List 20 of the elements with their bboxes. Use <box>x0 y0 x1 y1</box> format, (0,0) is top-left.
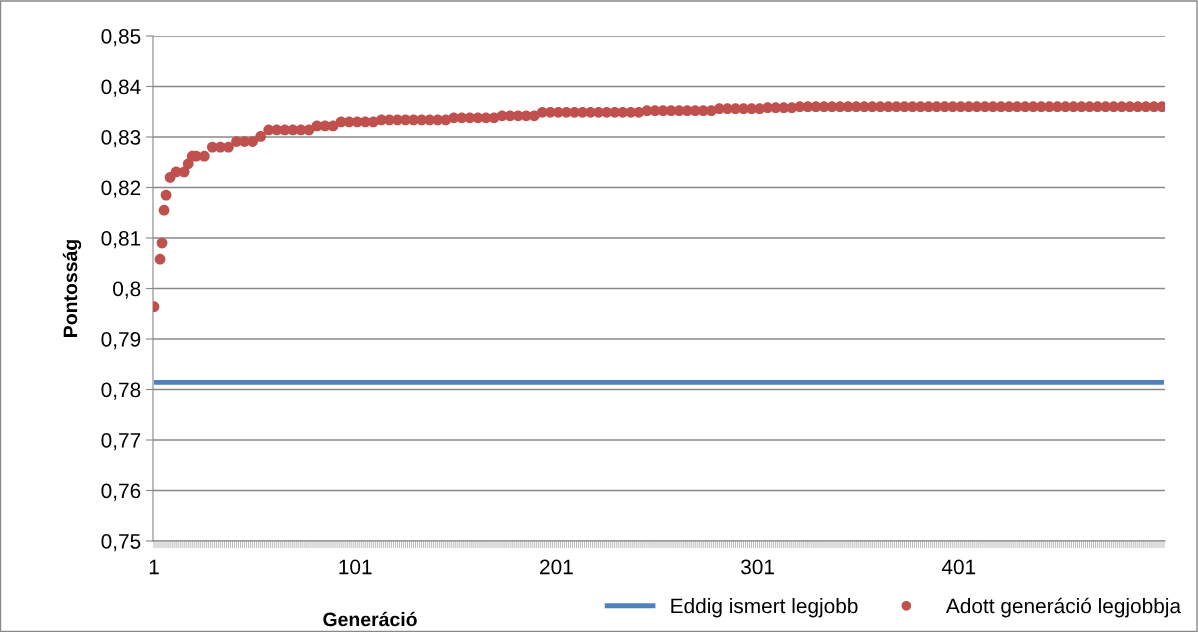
y-tick-label: 0,75 <box>101 534 141 552</box>
y-tick-label: 0,82 <box>101 180 141 198</box>
legend-label: Eddig ismert legjobb <box>671 598 858 618</box>
x-tick-label: 1 <box>149 559 159 575</box>
x-tick-label: 401 <box>941 559 976 575</box>
y-tick-label: 0,79 <box>101 332 141 350</box>
x-tick-label: 201 <box>540 559 573 575</box>
x-axis-title: Generáció <box>323 611 417 627</box>
y-tick-label: 0,76 <box>101 483 141 501</box>
x-tick-label: 101 <box>339 559 372 575</box>
y-tick-label: 0,85 <box>101 29 141 47</box>
x-tick-label: 301 <box>741 559 774 575</box>
y-tick-label: 0,84 <box>101 79 141 97</box>
y-tick-label: 0,77 <box>101 433 141 451</box>
y-tick-label: 0,83 <box>101 130 141 148</box>
y-tick-label: 0,81 <box>101 231 141 249</box>
y-axis-title: Pontosság <box>62 240 82 337</box>
y-tick-label: 0,8 <box>113 281 141 299</box>
y-tick-label: 0,78 <box>101 382 141 400</box>
legend-label: Adott generáció legjobbja <box>945 597 1182 618</box>
